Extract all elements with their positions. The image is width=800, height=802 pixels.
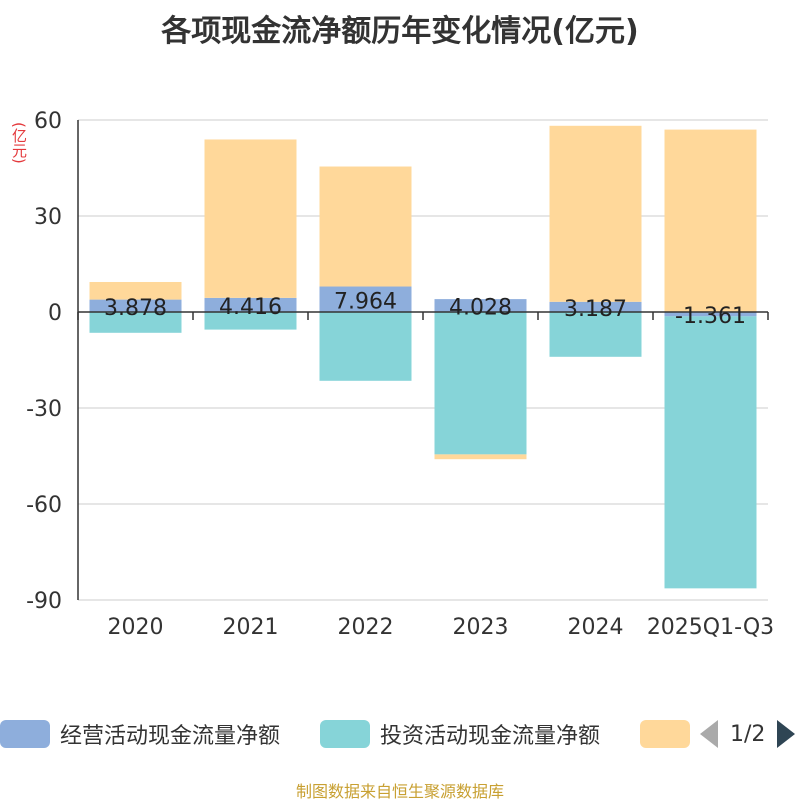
legend: 经营活动现金流量净额 投资活动现金流量净额 1/2 xyxy=(0,714,800,754)
data-label-2023: 4.028 xyxy=(449,296,512,321)
data-label-2020: 3.878 xyxy=(104,296,167,321)
bar-operating-2025Q1-Q3 xyxy=(664,312,757,317)
legend-item-financing[interactable] xyxy=(640,714,700,754)
bar-investing-2021 xyxy=(204,312,297,330)
bar-investing-2022 xyxy=(319,312,412,381)
x-tick-label: 2020 xyxy=(108,615,164,640)
legend-swatch-investing xyxy=(320,720,370,748)
legend-prev-page-icon[interactable] xyxy=(700,720,718,748)
legend-item-investing[interactable]: 投资活动现金流量净额 xyxy=(320,714,600,754)
x-tick-label: 2025Q1-Q3 xyxy=(647,615,774,640)
bar-other-2022 xyxy=(319,166,412,287)
x-tick-label: 2021 xyxy=(223,615,279,640)
y-axis-label: (亿元) xyxy=(10,122,28,164)
y-tick-label: 30 xyxy=(34,205,62,230)
bar-operating-2020 xyxy=(89,299,182,312)
legend-page-indicator: 1/2 xyxy=(730,721,766,747)
x-tick-label: 2022 xyxy=(338,615,394,640)
bar-investing-2025Q1-Q3 xyxy=(664,316,757,589)
bar-investing-2023 xyxy=(434,312,527,455)
data-source-note: 制图数据来自恒生聚源数据库 xyxy=(295,782,504,801)
bar-operating-2022 xyxy=(319,286,412,312)
legend-label-operating: 经营活动现金流量净额 xyxy=(60,724,281,749)
bar-investing-2020 xyxy=(89,312,182,333)
y-tick-label: -90 xyxy=(26,589,62,614)
y-tick-label: 60 xyxy=(34,109,62,134)
legend-swatch-operating xyxy=(0,720,50,748)
x-tick-label: 2023 xyxy=(453,615,509,640)
bar-chart: 60 30 0 -30 -60 -90 3.878 4.416 7.964 4.028 3.187 -… xyxy=(26,109,774,640)
bar-other-2021 xyxy=(204,139,297,298)
bar-operating-2023 xyxy=(434,299,527,312)
data-label-2021: 4.416 xyxy=(219,295,282,320)
legend-label-investing: 投资活动现金流量净额 xyxy=(380,724,601,749)
data-label-2022: 7.964 xyxy=(334,289,397,314)
y-tick-label: 0 xyxy=(48,301,62,326)
bar-other-2025Q1-Q3 xyxy=(664,129,757,312)
legend-pager: 1/2 xyxy=(700,714,796,754)
y-tick-label: -30 xyxy=(26,397,62,422)
x-tick-label: 2024 xyxy=(568,615,624,640)
data-label-2024: 3.187 xyxy=(564,297,627,322)
y-tick-label: -60 xyxy=(26,493,62,518)
bar-other-2023 xyxy=(434,454,527,460)
chart-title: 各项现金流净额历年变化情况(亿元) xyxy=(161,14,639,49)
legend-next-page-icon[interactable] xyxy=(777,720,796,748)
legend-swatch-financing xyxy=(640,720,690,748)
bar-operating-2024 xyxy=(549,301,642,312)
bar-investing-2024 xyxy=(549,312,642,357)
bar-other-2024 xyxy=(549,125,642,302)
bar-other-2020 xyxy=(89,281,182,300)
legend-item-operating[interactable]: 经营活动现金流量净额 xyxy=(0,714,280,754)
bar-operating-2021 xyxy=(204,297,297,312)
data-label-2025Q1-Q3: -1.361 xyxy=(675,304,746,329)
